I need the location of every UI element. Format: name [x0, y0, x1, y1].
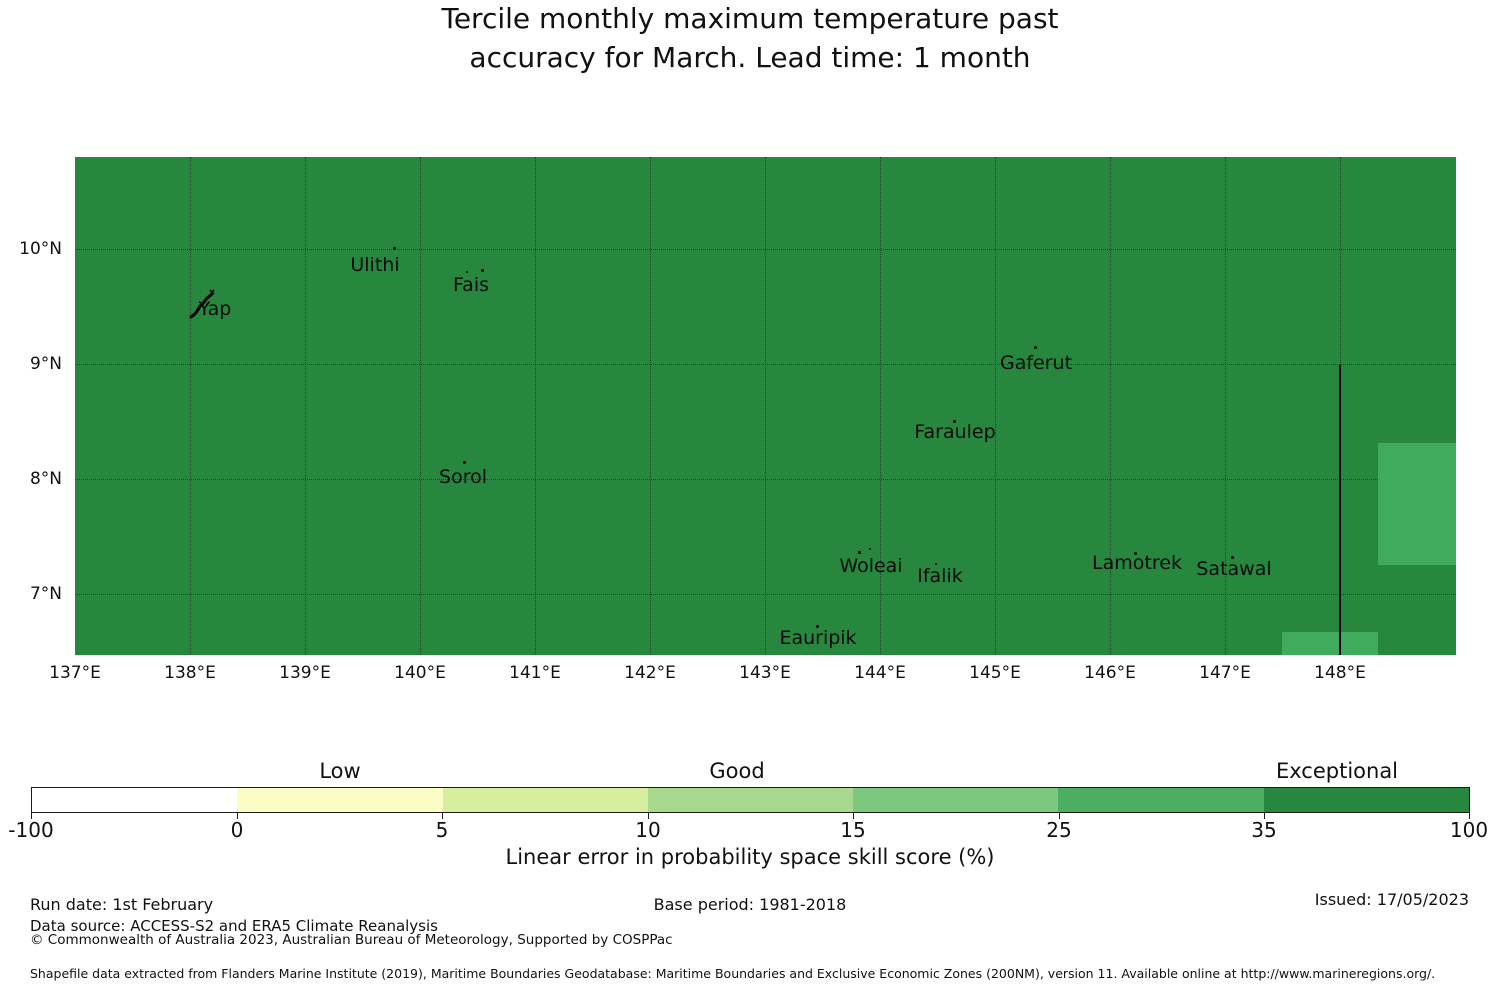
x-tick-label: 137°E	[49, 663, 101, 683]
x-tick-label: 146°E	[1084, 663, 1136, 683]
island-label-eauripik: Eauripik	[779, 627, 857, 649]
island-label-satawal: Satawal	[1196, 558, 1272, 580]
island-marker-dot	[1034, 346, 1037, 349]
gridline-vertical	[995, 157, 996, 655]
gridline-vertical	[1110, 157, 1111, 655]
map-canvas: Yap Ulithi Fais Sorol Gaferut Faraulep W…	[75, 157, 1456, 655]
island-marker-dot	[816, 625, 819, 628]
gridline-vertical	[420, 157, 421, 655]
y-tick-label: 8°N	[29, 469, 62, 489]
island-label-ifalik: Ifalik	[917, 565, 963, 587]
colorbar-tick	[853, 813, 854, 819]
island-marker-dot	[869, 548, 871, 550]
copyright-text: © Commonwealth of Australia 2023, Austra…	[30, 932, 673, 948]
skill-patch	[1378, 443, 1456, 565]
colorbar-tick	[648, 813, 649, 819]
colorbar-tick	[1059, 813, 1060, 819]
colorbar-tick-label: 10	[635, 818, 661, 842]
colorbar-category-good: Good	[709, 759, 765, 783]
issued-date-text: Issued: 17/05/2023	[1314, 890, 1469, 909]
x-tick-label: 142°E	[624, 663, 676, 683]
colorbar-category-low: Low	[319, 759, 361, 783]
colorbar-tick-label: 25	[1046, 818, 1072, 842]
colorbar-axis-label: Linear error in probability space skill …	[505, 845, 995, 869]
shapefile-note-text: Shapefile data extracted from Flanders M…	[30, 966, 1436, 981]
colorbar-segment	[1263, 788, 1469, 812]
gridline-vertical	[880, 157, 881, 655]
y-tick-label: 9°N	[29, 354, 62, 374]
colorbar	[31, 787, 1470, 813]
island-marker-dot	[393, 247, 396, 250]
colorbar-tick-label: 15	[840, 818, 866, 842]
x-tick-label: 141°E	[509, 663, 561, 683]
island-label-woleai: Woleai	[839, 555, 903, 577]
colorbar-tick	[237, 813, 238, 819]
x-tick-label: 139°E	[279, 663, 331, 683]
gridline-horizontal	[75, 364, 1456, 365]
colorbar-tick-label: 100	[1449, 818, 1489, 842]
run-date-text: Run date: 1st February	[30, 895, 214, 914]
x-tick-label: 147°E	[1199, 663, 1251, 683]
island-marker-dot	[1134, 552, 1137, 555]
gridline-vertical	[190, 157, 191, 655]
yap-island-outline	[189, 289, 215, 319]
island-marker-dot	[1231, 556, 1234, 559]
island-label-lamotrek: Lamotrek	[1092, 552, 1182, 574]
colorbar-segment	[853, 788, 1059, 812]
x-tick-label: 143°E	[739, 663, 791, 683]
y-tick-label: 10°N	[19, 239, 62, 259]
x-tick-label: 140°E	[394, 663, 446, 683]
island-label-ulithi: Ulithi	[350, 254, 400, 276]
colorbar-tick	[1264, 813, 1265, 819]
gridline-vertical	[765, 157, 766, 655]
colorbar-segment	[237, 788, 443, 812]
data-source-text: Data source: ACCESS-S2 and ERA5 Climate …	[30, 917, 438, 935]
colorbar-segment	[1058, 788, 1264, 812]
gridline-vertical	[535, 157, 536, 655]
chart-title-line-1: Tercile monthly maximum temperature past	[441, 2, 1059, 35]
colorbar-segment	[32, 788, 238, 812]
colorbar-segment	[442, 788, 648, 812]
chart-title-line-2: accuracy for March. Lead time: 1 month	[469, 41, 1031, 74]
base-period-text: Base period: 1981-2018	[653, 895, 847, 914]
island-label-gaferut: Gaferut	[999, 352, 1073, 374]
skill-patch	[1282, 632, 1378, 655]
island-marker-dot	[858, 551, 861, 554]
island-marker-dot	[953, 420, 956, 423]
island-marker-dot	[481, 269, 484, 272]
y-tick-label: 7°N	[29, 584, 62, 604]
colorbar-tick-label: -100	[8, 818, 54, 842]
island-marker-dot	[935, 563, 937, 565]
colorbar-tick-label: 0	[230, 818, 244, 842]
eez-boundary-line	[1339, 365, 1341, 655]
x-tick-label: 144°E	[854, 663, 906, 683]
island-label-sorol: Sorol	[439, 466, 487, 488]
colorbar-segment	[647, 788, 854, 812]
island-label-faraulep: Faraulep	[914, 421, 996, 443]
island-label-fais: Fais	[452, 274, 490, 296]
colorbar-tick-label: 35	[1251, 818, 1277, 842]
island-marker-dot	[463, 461, 466, 464]
colorbar-tick	[442, 813, 443, 819]
gridline-horizontal	[75, 479, 1456, 480]
island-marker-dot	[466, 271, 468, 273]
x-tick-label: 138°E	[164, 663, 216, 683]
gridline-horizontal	[75, 594, 1456, 595]
x-tick-label: 148°E	[1314, 663, 1366, 683]
x-tick-label: 145°E	[969, 663, 1021, 683]
gridline-vertical	[1225, 157, 1226, 655]
colorbar-tick	[31, 813, 32, 819]
colorbar-tick-label: 5	[435, 818, 449, 842]
island-label-yap: Yap	[198, 298, 232, 320]
gridline-horizontal	[75, 249, 1456, 250]
colorbar-tick	[1469, 813, 1470, 819]
gridline-vertical	[650, 157, 651, 655]
gridline-vertical	[305, 157, 306, 655]
colorbar-category-exceptional: Exceptional	[1275, 759, 1399, 783]
